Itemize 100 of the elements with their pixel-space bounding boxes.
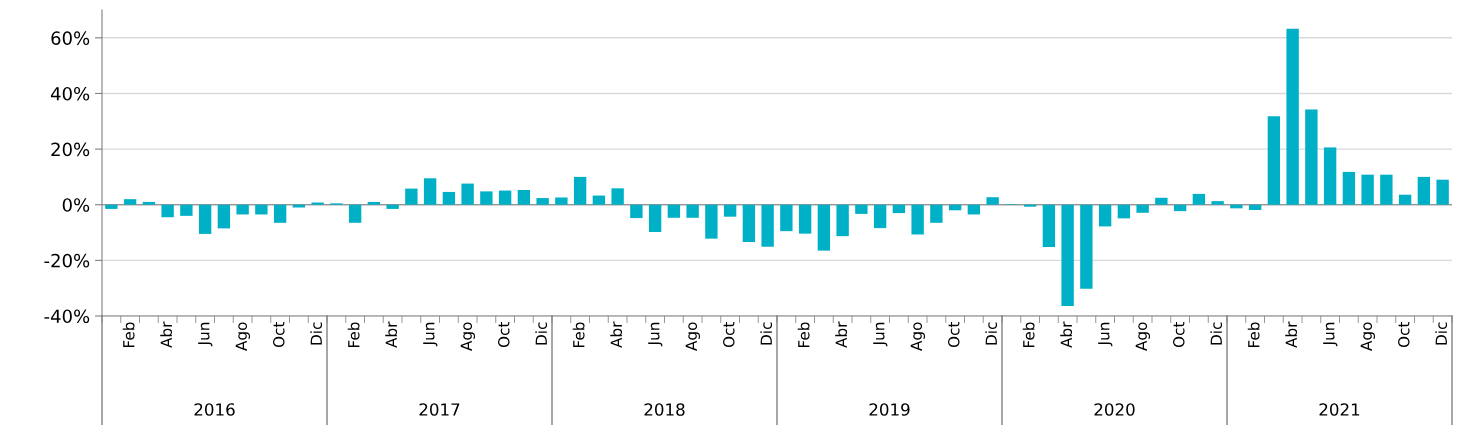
bar bbox=[892, 204, 906, 214]
bar bbox=[761, 204, 774, 247]
bar bbox=[742, 204, 756, 242]
bar bbox=[517, 189, 531, 205]
x-tick-label: Dic bbox=[1435, 322, 1448, 345]
text: 2019 bbox=[869, 403, 910, 416]
bar bbox=[498, 190, 512, 205]
bar bbox=[1436, 179, 1449, 205]
bar bbox=[273, 204, 287, 223]
bar bbox=[236, 204, 249, 215]
bar bbox=[386, 204, 399, 209]
x-tick-label: Feb bbox=[797, 322, 810, 348]
x-tick-label: Ago bbox=[1360, 322, 1376, 351]
bar bbox=[686, 204, 699, 218]
x-tick-label: Feb bbox=[122, 322, 135, 348]
bar bbox=[142, 201, 156, 205]
x-tick-label: Jun bbox=[423, 322, 438, 347]
bar bbox=[1080, 204, 1093, 289]
x-tick-label: Oct bbox=[273, 321, 285, 348]
bar bbox=[1286, 28, 1299, 205]
x-tick-label: Oct bbox=[1398, 321, 1410, 348]
bar bbox=[648, 204, 662, 232]
x-tick-label: Abr bbox=[1060, 321, 1073, 348]
x-tick-label: Oct bbox=[498, 321, 510, 348]
x-tick-label: Abr bbox=[835, 321, 848, 348]
x-tick-label: Jun bbox=[1323, 322, 1338, 347]
bar bbox=[1098, 204, 1112, 227]
bar bbox=[198, 204, 212, 234]
y-tick-label: 60% bbox=[51, 31, 90, 45]
bar bbox=[1342, 171, 1356, 205]
x-tick-label: Abr bbox=[1285, 321, 1298, 348]
bar bbox=[461, 183, 474, 205]
x-tick-label: Oct bbox=[948, 321, 960, 348]
bar bbox=[1117, 204, 1131, 219]
bar bbox=[836, 204, 849, 237]
x-tick-label: Ago bbox=[235, 322, 251, 351]
x-tick-label: Dic bbox=[535, 322, 548, 345]
bar bbox=[1380, 174, 1393, 205]
bar bbox=[1211, 201, 1224, 205]
x-tick-label: Abr bbox=[610, 321, 623, 348]
x-tick-label: Oct bbox=[723, 321, 735, 348]
x-tick-label: Dic bbox=[760, 322, 773, 345]
bar bbox=[1267, 116, 1281, 205]
bar bbox=[986, 197, 999, 205]
y-tick-label: 20% bbox=[51, 142, 90, 157]
bar bbox=[405, 188, 418, 205]
bar bbox=[798, 204, 812, 234]
y-tick-label: 40% bbox=[50, 86, 90, 101]
x-tick-label: Feb bbox=[1247, 322, 1260, 348]
y-tick-label: -20% bbox=[44, 253, 90, 268]
x-tick-label: Abr bbox=[160, 321, 173, 348]
x-tick-label: Ago bbox=[1135, 322, 1151, 351]
bar bbox=[1192, 193, 1206, 205]
y-tick-label: 0% bbox=[62, 198, 90, 212]
text: 2018 bbox=[644, 403, 685, 416]
bar bbox=[667, 204, 681, 218]
bar bbox=[1136, 204, 1149, 213]
bar bbox=[911, 204, 924, 235]
bar bbox=[705, 204, 718, 239]
x-tick-label: Feb bbox=[347, 322, 360, 348]
x-tick-label: Jun bbox=[198, 322, 213, 347]
bar bbox=[536, 198, 549, 205]
bar bbox=[442, 191, 456, 205]
bar bbox=[180, 204, 193, 216]
bar bbox=[855, 204, 868, 214]
bar bbox=[723, 204, 737, 217]
bar bbox=[423, 178, 437, 205]
x-tick-label: Ago bbox=[685, 322, 701, 351]
bar bbox=[592, 195, 606, 205]
bar bbox=[348, 204, 362, 223]
bar bbox=[780, 204, 793, 232]
x-tick-label: Dic bbox=[310, 322, 323, 345]
bar bbox=[292, 204, 306, 208]
bar bbox=[873, 204, 887, 229]
bar bbox=[105, 204, 118, 209]
bar bbox=[1248, 204, 1262, 211]
bar bbox=[630, 204, 643, 219]
bar bbox=[255, 204, 268, 215]
bar bbox=[161, 204, 174, 218]
text: 2020 bbox=[1094, 403, 1135, 416]
bar bbox=[1061, 204, 1074, 306]
x-tick-label: Ago bbox=[460, 322, 476, 351]
x-tick-label: Feb bbox=[572, 322, 585, 348]
bar bbox=[573, 176, 587, 205]
bar bbox=[1042, 204, 1056, 248]
x-tick-label: Ago bbox=[910, 322, 926, 351]
bar bbox=[817, 204, 831, 251]
x-tick-label: Jun bbox=[648, 322, 663, 347]
bar bbox=[1323, 147, 1337, 205]
bar bbox=[1398, 194, 1412, 205]
x-tick-label: Abr bbox=[385, 321, 398, 348]
bar bbox=[480, 191, 493, 205]
bar bbox=[1417, 176, 1431, 205]
bar bbox=[967, 204, 981, 215]
bar bbox=[1305, 109, 1318, 205]
bar bbox=[311, 202, 324, 205]
x-tick-label: Jun bbox=[1098, 322, 1113, 347]
text: 2021 bbox=[1319, 403, 1360, 416]
bar bbox=[1173, 204, 1187, 212]
x-tick-label: Jun bbox=[873, 322, 888, 347]
